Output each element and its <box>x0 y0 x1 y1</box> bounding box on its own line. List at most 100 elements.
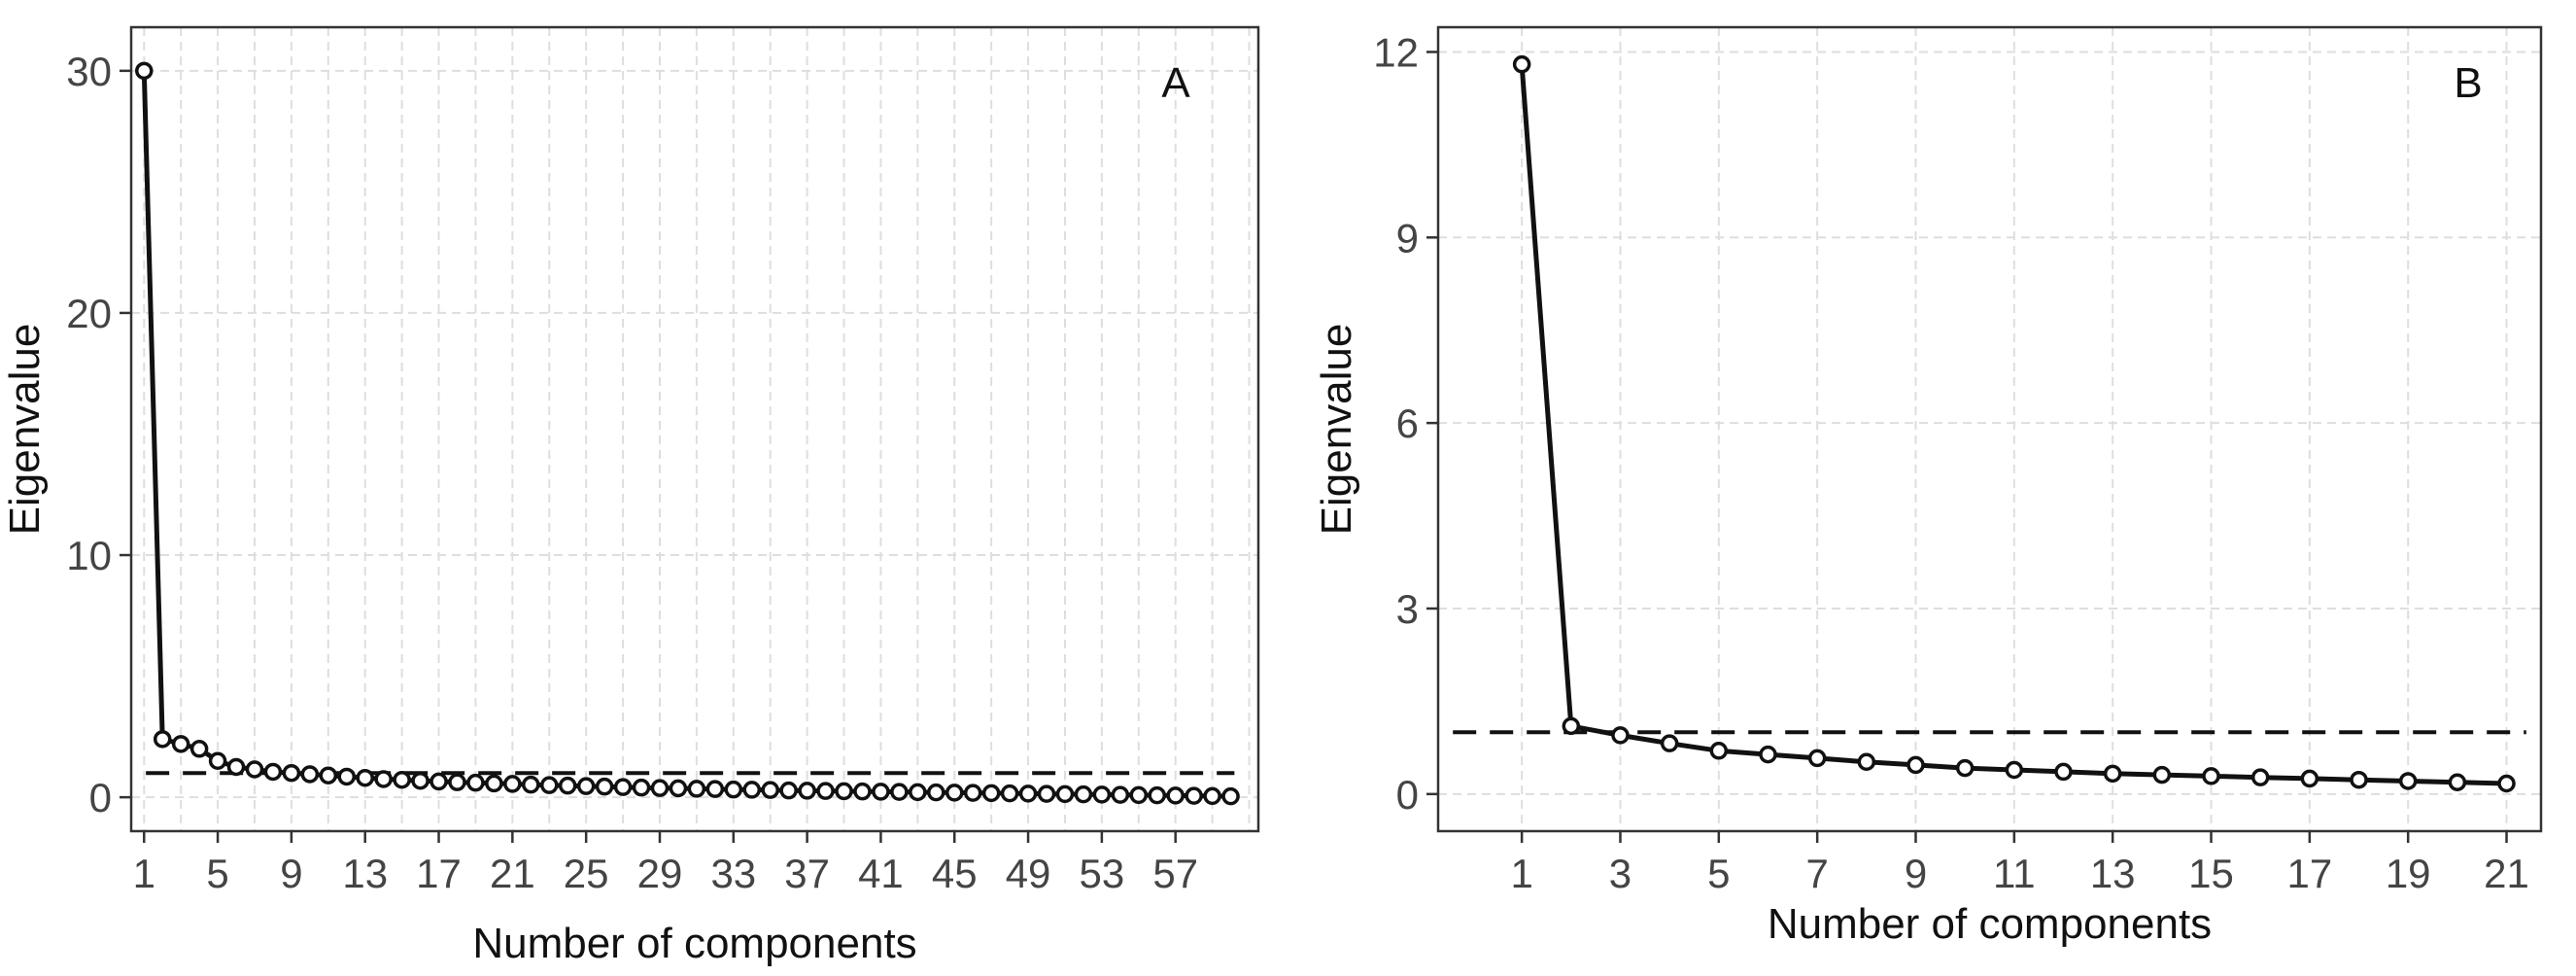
data-point <box>1203 786 1221 806</box>
x-tick-label: 11 <box>1993 851 2036 896</box>
data-point <box>1807 749 1827 768</box>
data-point <box>558 776 577 795</box>
data-point <box>613 778 633 796</box>
data-point <box>2250 768 2270 786</box>
x-tick-label: 1 <box>1510 851 1532 896</box>
y-tick-label: 10 <box>66 533 112 578</box>
plot-frame <box>129 25 1260 833</box>
data-point <box>1857 752 1876 772</box>
data-point <box>2103 764 2122 784</box>
y-tick-label: 20 <box>66 291 112 336</box>
data-point <box>485 774 503 793</box>
data-point <box>1185 786 1203 805</box>
data-point <box>1562 716 1581 736</box>
data-point <box>2202 767 2220 785</box>
data-point <box>1055 784 1075 804</box>
data-point <box>135 61 154 81</box>
data-point <box>927 783 945 802</box>
data-point <box>742 781 762 799</box>
x-tick-label: 9 <box>1905 851 1927 896</box>
x-tick-label: 13 <box>342 851 388 896</box>
data-point <box>263 762 283 782</box>
data-point <box>669 779 688 798</box>
data-point <box>1955 758 1975 778</box>
x-tick-label: 53 <box>1080 851 1125 896</box>
data-point <box>189 740 209 758</box>
data-point <box>2054 762 2073 782</box>
data-point <box>2350 770 2368 789</box>
x-tick-label: 41 <box>858 851 904 896</box>
x-tick-label: 7 <box>1805 851 1828 896</box>
x-tick-label: 9 <box>280 851 302 896</box>
x-tick-label: 15 <box>2188 851 2234 896</box>
data-point <box>724 780 743 799</box>
x-tick-label: 49 <box>1006 851 1051 896</box>
data-point <box>1611 726 1630 745</box>
data-point <box>632 778 651 797</box>
y-tick-label: 6 <box>1396 401 1419 446</box>
y-tick-label: 9 <box>1396 215 1419 261</box>
plot-frame <box>1436 25 2543 833</box>
data-point <box>1166 786 1185 805</box>
eigenvalue-line <box>141 70 1231 799</box>
x-tick-label: 13 <box>2090 851 2136 896</box>
data-point <box>835 782 853 801</box>
x-tick-label: 33 <box>710 851 756 896</box>
y-tick-label: 0 <box>1396 772 1419 818</box>
data-point <box>872 783 890 801</box>
data-point <box>853 782 872 801</box>
data-point <box>595 777 614 796</box>
x-tick-label: 37 <box>784 851 830 896</box>
data-point <box>945 784 964 802</box>
x-tick-label: 17 <box>416 851 462 896</box>
x-tick-label: 5 <box>1707 851 1730 896</box>
y-tick-label: 0 <box>89 775 112 820</box>
data-point <box>816 782 835 800</box>
data-point <box>171 735 190 753</box>
data-point <box>1906 755 1925 775</box>
x-axis-title: Number of components <box>472 920 916 967</box>
x-tick-label: 17 <box>2286 851 2332 896</box>
data-point <box>1037 784 1056 803</box>
data-point <box>208 751 227 771</box>
x-tick-label: 19 <box>2386 851 2431 896</box>
data-point <box>1092 785 1112 804</box>
data-point <box>411 771 429 790</box>
data-point <box>226 757 246 777</box>
data-point <box>245 760 264 779</box>
data-point <box>337 767 357 786</box>
y-axis-title: Eigenvalue <box>1313 324 1360 536</box>
data-point <box>1221 786 1240 806</box>
data-point <box>448 773 466 791</box>
data-point <box>2497 774 2516 793</box>
data-point <box>2005 760 2024 780</box>
data-point <box>1018 784 1038 803</box>
data-point <box>576 777 596 795</box>
data-point <box>890 783 909 801</box>
data-point <box>909 783 927 802</box>
x-tick-label: 21 <box>490 851 535 896</box>
data-point <box>2152 765 2172 784</box>
data-point <box>2398 772 2418 790</box>
x-tick-label: 25 <box>564 851 609 896</box>
x-tick-label: 29 <box>637 851 683 896</box>
data-point <box>1759 745 1777 764</box>
x-tick-label: 5 <box>206 851 228 896</box>
data-point <box>356 768 374 787</box>
data-point <box>2448 773 2467 791</box>
data-point <box>963 784 982 802</box>
x-tick-label: 1 <box>133 851 155 896</box>
x-axis-title: Number of components <box>1768 900 2212 948</box>
data-point <box>1000 784 1019 803</box>
data-point <box>1709 742 1729 760</box>
data-point <box>761 781 779 799</box>
data-point <box>981 784 1001 803</box>
data-point <box>1512 54 1531 74</box>
panel-letter: A <box>1161 59 1190 107</box>
data-point <box>374 770 393 788</box>
data-point <box>282 763 301 783</box>
data-point <box>503 775 522 793</box>
data-point <box>798 782 816 800</box>
